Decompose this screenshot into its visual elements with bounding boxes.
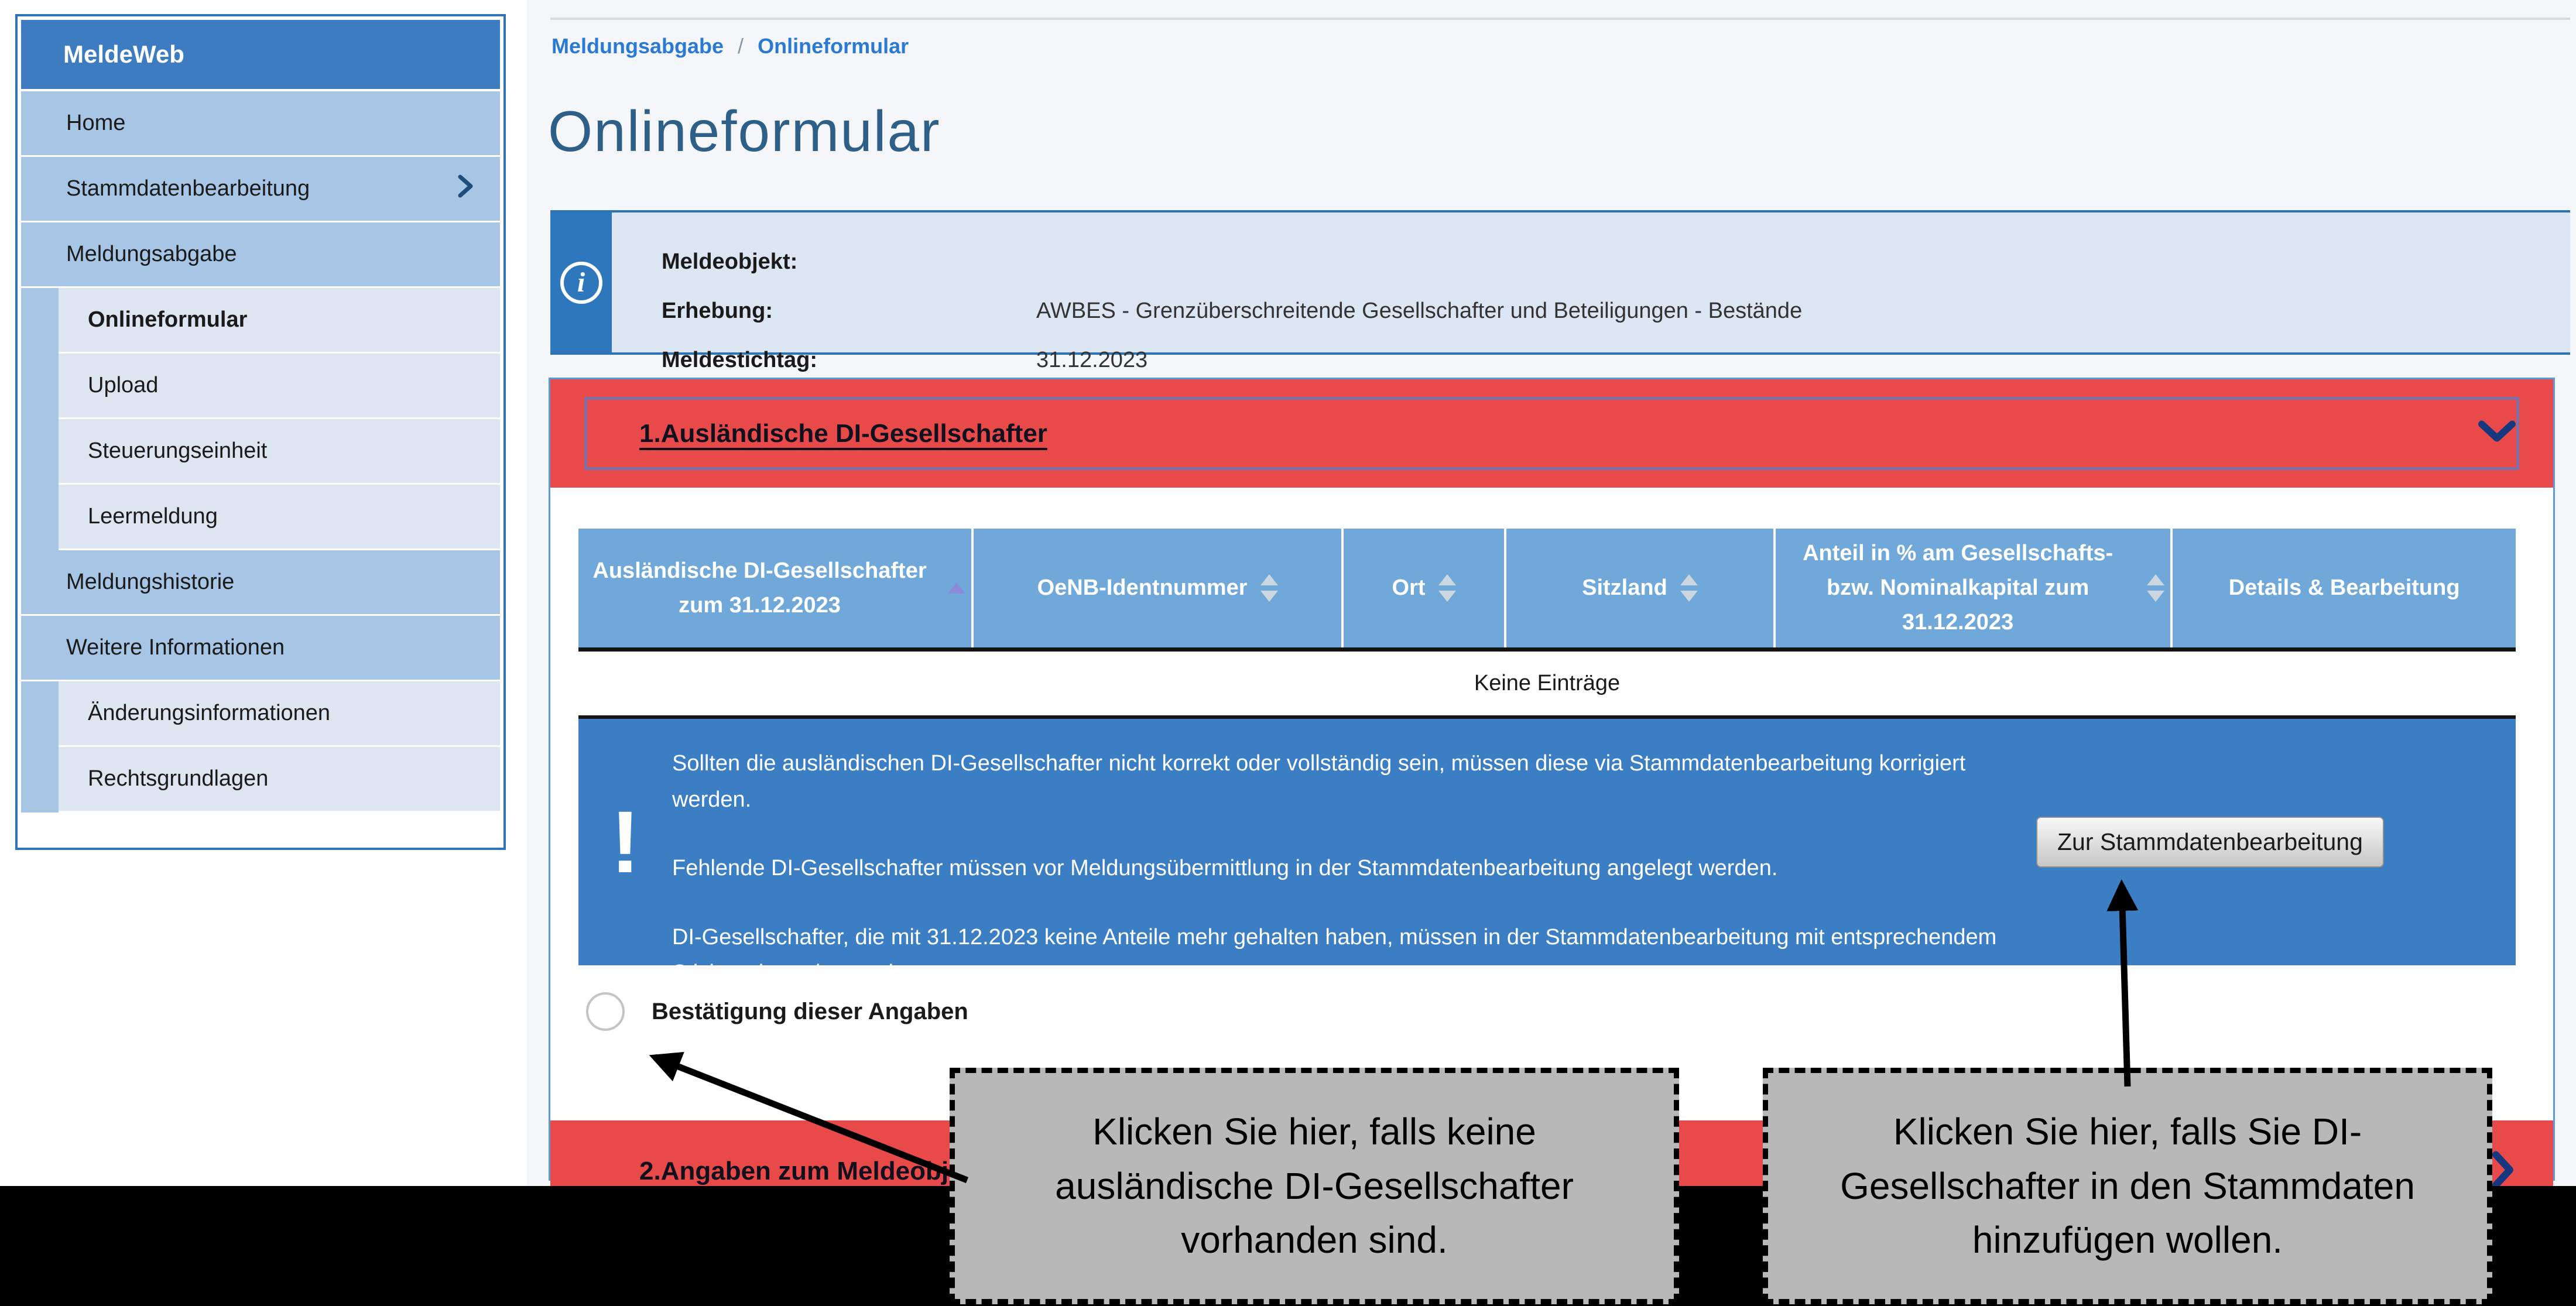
app-brand: MeldeWeb bbox=[21, 20, 500, 89]
sort-icons[interactable] bbox=[1260, 574, 1278, 602]
confirm-row: Bestätigung dieser Angaben bbox=[586, 992, 2553, 1031]
chevron-down-icon[interactable] bbox=[2478, 420, 2516, 447]
table-empty-row: Keine Einträge bbox=[578, 652, 2516, 719]
sidebar-item-weitere-informationen[interactable]: Weitere Informationen bbox=[21, 616, 500, 680]
sort-icons[interactable] bbox=[2147, 574, 2165, 602]
callout-keine-gesellschafter: Klicken Sie hier, falls keine ausländisc… bbox=[950, 1068, 1679, 1304]
sidebar-item-steuerungseinheit[interactable]: Steuerungseinheit bbox=[21, 419, 500, 485]
column-header-ort[interactable]: Ort bbox=[1344, 529, 1506, 647]
sidebar-item-label: Stammdatenbearbeitung bbox=[66, 176, 310, 201]
app-brand-label: MeldeWeb bbox=[63, 40, 184, 68]
notice-paragraph: DI-Gesellschafter, die mit 31.12.2023 ke… bbox=[672, 924, 1997, 965]
breadcrumb-link-onlineformular[interactable]: Onlineformular bbox=[758, 34, 909, 58]
chevron-right-icon[interactable] bbox=[2492, 1151, 2516, 1191]
column-header-label: Ausländische DI-Gesellschafter zum 31.12… bbox=[592, 558, 927, 618]
sidebar-item-onlineformular[interactable]: Onlineformular bbox=[21, 288, 500, 354]
di-gesellschafter-table: Ausländische DI-Gesellschafter zum 31.12… bbox=[578, 529, 2516, 719]
zur-stammdatenbearbeitung-button[interactable]: Zur Stammdatenbearbeitung bbox=[2036, 817, 2384, 868]
section-1-title: 1.Ausländische DI-Gesellschafter bbox=[639, 419, 1047, 448]
sidebar-item-label: Rechtsgrundlagen bbox=[88, 766, 269, 791]
info-icon: i bbox=[560, 261, 602, 304]
sidebar-item-meldungshistorie[interactable]: Meldungshistorie bbox=[21, 550, 500, 614]
column-header-oenb-identnummer[interactable]: OeNB-Identnummer bbox=[974, 529, 1344, 647]
stammdaten-notice: ! Sollten die ausländischen DI-Gesellsch… bbox=[578, 719, 2516, 965]
column-header-label: Anteil in % am Gesellschafts- bzw. Nomin… bbox=[1803, 541, 2113, 635]
sidebar-item-label: Meldungshistorie bbox=[66, 570, 235, 594]
page-title: Onlineformular bbox=[548, 99, 941, 163]
meldeobjekt-info-box: i Meldeobjekt: Erhebung: AWBES - Grenzüb… bbox=[550, 210, 2570, 372]
sidebar-item-label: Onlineformular bbox=[88, 307, 248, 332]
chevron-right-icon bbox=[457, 173, 474, 205]
sidebar-item-label: Home bbox=[66, 111, 126, 135]
info-label: Erhebung: bbox=[662, 298, 773, 323]
notice-paragraph: Sollten die ausländischen DI-Gesellschaf… bbox=[672, 751, 1966, 812]
top-divider bbox=[550, 18, 2570, 20]
sidebar-item-label: Änderungsinformationen bbox=[88, 701, 331, 725]
column-header-sitzland[interactable]: Sitzland bbox=[1506, 529, 1776, 647]
info-box-content: Meldeobjekt: Erhebung: AWBES - Grenzüber… bbox=[612, 212, 2570, 372]
sort-icons[interactable] bbox=[1680, 574, 1698, 602]
breadcrumb-separator: / bbox=[738, 34, 744, 58]
info-row-meldestichtag: Meldestichtag: 31.12.2023 bbox=[662, 335, 2570, 385]
column-header-label: Sitzland bbox=[1582, 575, 1667, 601]
sidebar-item-stammdatenbearbeitung[interactable]: Stammdatenbearbeitung bbox=[21, 157, 500, 221]
sidebar-item-aenderungsinformationen[interactable]: Änderungsinformationen bbox=[21, 681, 500, 747]
column-header-anteil[interactable]: Anteil in % am Gesellschafts- bzw. Nomin… bbox=[1776, 529, 2173, 647]
sidebar-item-upload[interactable]: Upload bbox=[21, 354, 500, 419]
callout-stammdaten-hinzufuegen: Klicken Sie hier, falls Sie DI-Gesellsch… bbox=[1763, 1068, 2492, 1304]
info-box-stripe: i bbox=[550, 212, 612, 352]
breadcrumb-link-meldungsabgabe[interactable]: Meldungsabgabe bbox=[551, 34, 724, 58]
section-2-title: 2.Angaben zum Meldeobjekt bbox=[639, 1156, 986, 1185]
column-header-label: OeNB-Identnummer bbox=[1037, 575, 1248, 601]
info-row-erhebung: Erhebung: AWBES - Grenzüberschreitende G… bbox=[662, 286, 2570, 335]
sidebar-item-label: Upload bbox=[88, 373, 159, 397]
notice-text: Sollten die ausländischen DI-Gesellschaf… bbox=[672, 719, 2036, 965]
exclamation-icon: ! bbox=[611, 793, 640, 891]
sidebar-item-leermeldung[interactable]: Leermeldung bbox=[21, 485, 500, 550]
sidebar: MeldeWeb Home Stammdatenbearbeitung Meld… bbox=[15, 14, 506, 850]
section-1-body: Ausländische DI-Gesellschafter zum 31.12… bbox=[550, 529, 2553, 1120]
sidebar-nav: Home Stammdatenbearbeitung Meldungsabgab… bbox=[21, 91, 500, 813]
column-header-label: Details & Bearbeitung bbox=[2228, 575, 2460, 601]
sidebar-item-label: Weitere Informationen bbox=[66, 635, 285, 660]
sidebar-item-label: Meldungsabgabe bbox=[66, 242, 237, 266]
breadcrumb: Meldungsabgabe / Onlineformular bbox=[551, 34, 909, 59]
bestaetigung-radio[interactable] bbox=[586, 992, 625, 1031]
notice-paragraph: Fehlende DI-Gesellschafter müssen vor Me… bbox=[672, 856, 1778, 881]
column-header-label: Ort bbox=[1392, 575, 1426, 601]
table-header-row: Ausländische DI-Gesellschafter zum 31.12… bbox=[578, 529, 2516, 652]
sidebar-item-home[interactable]: Home bbox=[21, 91, 500, 155]
sidebar-item-label: Steuerungseinheit bbox=[88, 438, 268, 463]
info-value: AWBES - Grenzüberschreitende Gesellschaf… bbox=[1036, 298, 1803, 323]
sort-asc-icon[interactable] bbox=[948, 582, 966, 594]
sort-icons[interactable] bbox=[1438, 574, 1456, 602]
sidebar-item-label: Leermeldung bbox=[88, 504, 218, 529]
info-label: Meldestichtag: bbox=[662, 347, 818, 372]
callout-text: Klicken Sie hier, falls Sie DI-Gesellsch… bbox=[1840, 1110, 2415, 1262]
notice-button-column: Zur Stammdatenbearbeitung bbox=[2036, 719, 2469, 965]
info-row-meldeobjekt: Meldeobjekt: bbox=[662, 237, 2570, 286]
info-label: Meldeobjekt: bbox=[662, 249, 798, 274]
sidebar-item-meldungsabgabe[interactable]: Meldungsabgabe bbox=[21, 222, 500, 286]
column-header-auslaendische-di-gesellschafter[interactable]: Ausländische DI-Gesellschafter zum 31.12… bbox=[578, 529, 974, 647]
column-header-details-bearbeitung: Details & Bearbeitung bbox=[2173, 529, 2516, 647]
callout-text: Klicken Sie hier, falls keine ausländisc… bbox=[1055, 1110, 1574, 1262]
info-value: 31.12.2023 bbox=[1036, 347, 1148, 372]
sidebar-item-rechtsgrundlagen[interactable]: Rechtsgrundlagen bbox=[21, 747, 500, 813]
bestaetigung-label: Bestätigung dieser Angaben bbox=[652, 998, 968, 1024]
table-empty-label: Keine Einträge bbox=[1474, 671, 1621, 695]
form-sections-panel: 1.Ausländische DI-Gesellschafter Ausländ… bbox=[549, 378, 2555, 1222]
section-1-header[interactable]: 1.Ausländische DI-Gesellschafter bbox=[550, 379, 2553, 488]
